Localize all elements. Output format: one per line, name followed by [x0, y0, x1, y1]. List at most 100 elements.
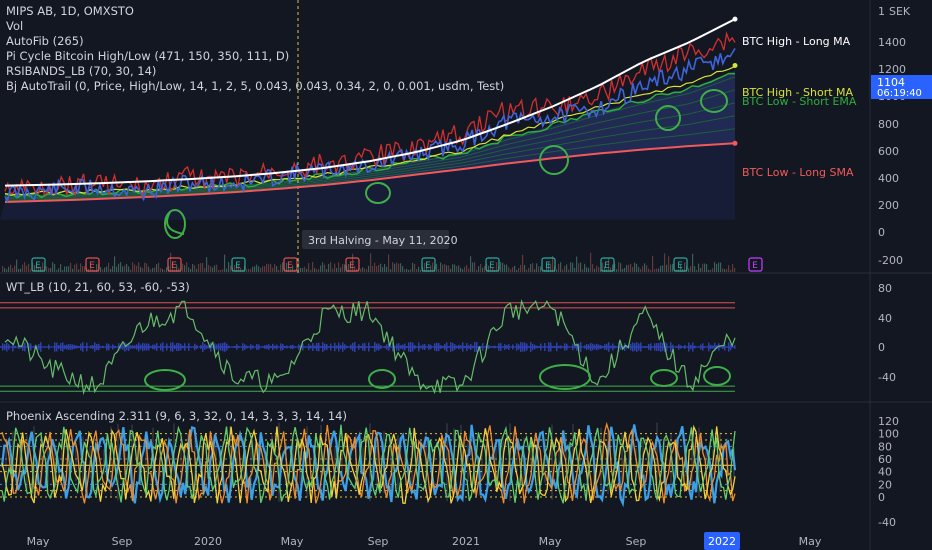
volume-bar	[720, 262, 722, 272]
earnings-badge[interactable]	[345, 257, 360, 272]
price-tick: 1400	[878, 36, 906, 49]
wt-hist-bar	[598, 344, 600, 350]
annotation-stroke	[166, 211, 185, 235]
volume-bar	[348, 263, 350, 272]
volume-bar	[624, 267, 626, 272]
wt-hist-bar	[324, 343, 326, 351]
volume-bar	[76, 263, 78, 272]
volume-bar	[12, 268, 14, 272]
wt-hist-bar	[360, 345, 362, 349]
volume-bar	[620, 263, 622, 272]
earnings-badge[interactable]	[231, 257, 246, 272]
volume-bar	[718, 262, 720, 272]
volume-bar	[396, 262, 398, 272]
earnings-badge[interactable]	[485, 257, 500, 272]
wt-hist-bar	[306, 346, 308, 348]
volume-bar	[564, 265, 566, 272]
volume-bar	[342, 263, 344, 272]
earnings-badge[interactable]	[748, 257, 763, 272]
volume-bar	[556, 269, 558, 272]
wt-hist-bar	[190, 346, 192, 348]
wt-hist-bar	[666, 343, 668, 351]
legend-item-autotrail[interactable]: Bj AutoTrail (0, Price, High/Low, 14, 1,…	[6, 79, 504, 93]
phoenix-title[interactable]: Phoenix Ascending 2.311 (9, 6, 3, 32, 0,…	[6, 409, 347, 423]
legend-item-autofib[interactable]: AutoFib (265)	[6, 34, 84, 48]
wt-hist-bar	[710, 344, 712, 350]
earnings-badge[interactable]	[167, 257, 182, 272]
wt-hist-bar	[70, 344, 72, 350]
volume-bar	[710, 269, 712, 272]
earnings-badge[interactable]	[283, 257, 298, 272]
volume-bar	[262, 266, 264, 272]
wt-hist-bar	[284, 345, 286, 349]
wt-hist-bar	[650, 343, 652, 351]
wt-hist-bar	[22, 343, 24, 351]
wt-hist-bar	[96, 343, 98, 351]
price-tick-top-partial: 1	[878, 5, 885, 18]
volume-bar	[448, 265, 450, 272]
wt-hist-bar	[526, 343, 528, 351]
wt-hist-bar	[552, 346, 554, 348]
series-line-short-ma	[4, 65, 736, 196]
volume-bar	[26, 265, 28, 272]
volume-bar	[246, 269, 248, 272]
wt-hist-bar	[46, 346, 48, 348]
symbol-line[interactable]: MIPS AB, 1D, OMXSTO	[6, 4, 134, 18]
earnings-badge[interactable]	[541, 257, 556, 272]
volume-bar	[668, 256, 670, 272]
volume-bar	[14, 265, 16, 272]
time-label: May	[27, 535, 50, 548]
wt-hist-bar	[524, 342, 526, 352]
volume-bar	[650, 269, 652, 272]
legend-item-rsibands[interactable]: RSIBANDS_LB (70, 30, 14)	[6, 64, 156, 78]
earnings-badge[interactable]	[600, 257, 615, 272]
volume-bar	[102, 269, 104, 272]
volume-bar	[722, 268, 724, 272]
series-line-short-ema	[4, 72, 736, 199]
volume-bar	[200, 263, 202, 272]
wt-hist-bar	[384, 345, 386, 349]
volume-bar	[444, 263, 446, 272]
volume-bar	[500, 262, 502, 272]
volume-bar	[380, 263, 382, 272]
volume-bar	[646, 265, 648, 272]
volume-bar	[526, 269, 528, 272]
volume-bar	[414, 263, 416, 272]
volume-bar	[502, 262, 504, 272]
earnings-badge[interactable]	[673, 257, 688, 272]
wt-hist-bar	[562, 346, 564, 348]
wt-hist-bar	[208, 345, 210, 349]
wt-hist-bar	[206, 345, 208, 349]
earnings-badge[interactable]	[85, 257, 100, 272]
volume-bar	[146, 263, 148, 272]
volume-bar	[278, 269, 280, 272]
wt-hist-bar	[412, 342, 414, 352]
wt-hist-bar	[64, 344, 66, 350]
volume-bar	[640, 268, 642, 272]
wt-hist-bar	[222, 342, 224, 352]
legend-item-pi-cycle[interactable]: Pi Cycle Bitcoin High/Low (471, 150, 350…	[6, 49, 289, 63]
legend-item-vol[interactable]: Vol	[6, 19, 23, 33]
volume-bar	[630, 263, 632, 272]
earnings-badge[interactable]	[31, 257, 46, 272]
wt-hist-bar	[44, 346, 46, 348]
wt-hist-bar	[376, 343, 378, 351]
wt-hist-bar	[334, 342, 336, 352]
wt-title[interactable]: WT_LB (10, 21, 60, 53, -60, -53)	[6, 280, 190, 294]
volume-bar	[470, 256, 472, 272]
halving-label-bg	[302, 230, 449, 249]
volume-bar	[274, 264, 276, 272]
annotation-circle	[144, 369, 186, 391]
volume-bar	[288, 266, 290, 272]
wt-hist-bar	[250, 344, 252, 350]
volume-bar	[496, 262, 498, 272]
wt-hist-bar	[252, 345, 254, 349]
wt-hist-bar	[176, 343, 178, 351]
volume-bar	[226, 268, 228, 272]
wt-hist-bar	[720, 346, 722, 348]
earnings-badge-label: E	[545, 261, 551, 271]
earnings-badge[interactable]	[421, 257, 436, 272]
wt-hist-bar	[20, 345, 22, 349]
